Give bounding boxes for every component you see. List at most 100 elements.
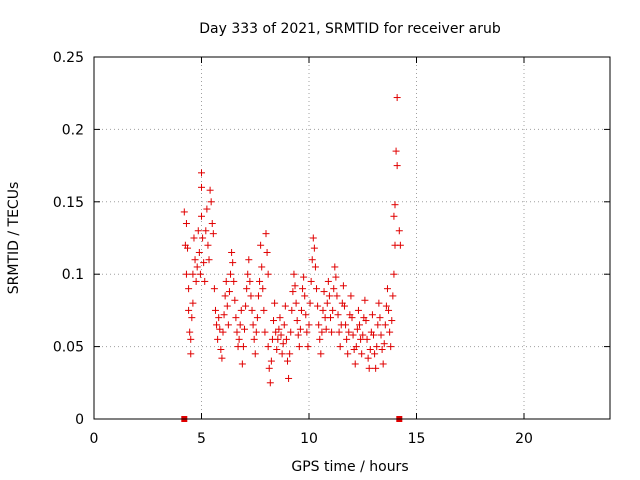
data-point [385,306,393,314]
data-point [334,311,342,319]
data-point [199,234,207,242]
data-point [259,285,267,293]
data-point [237,306,245,314]
data-point [261,328,269,336]
data-point [303,328,311,336]
data-point [193,263,201,271]
data-point [301,292,309,300]
data-point [278,350,286,358]
data-point [319,306,327,314]
data-point [359,331,367,339]
data-point [236,321,244,329]
data-point [352,343,360,351]
data-point [335,328,343,336]
y-axis-title: SRMTID / TECUs [6,182,22,295]
data-point [330,285,338,293]
y-tick-label: 0.2 [62,122,84,138]
data-point [190,234,198,242]
data-point [198,212,205,220]
data-point [241,325,248,333]
data-point [389,292,397,300]
y-tick-labels: 0 0.05 0.1 0.15 0.2 0.25 [53,50,84,428]
data-point [376,314,384,322]
data-point [213,321,221,329]
data-point [296,325,304,333]
data-point [382,302,390,310]
data-point [210,285,218,293]
data-point [322,325,330,333]
data-point [363,335,371,343]
data-point [368,311,376,319]
chart-title: Day 333 of 2021, SRMTID for receiver aru… [199,21,501,37]
data-point [266,379,274,387]
data-point [366,345,374,353]
data-point [340,302,348,310]
y-tick-label: 0.1 [62,267,84,283]
data-point [373,343,381,351]
data-point [249,321,257,329]
data-point [378,345,386,353]
data-point [323,299,331,307]
data-point [182,220,190,228]
data-point [282,335,290,343]
data-point [344,350,352,358]
data-point [211,306,219,314]
data-point [187,335,195,343]
y-tick-label: 0.05 [53,340,84,356]
data-point [227,270,235,278]
data-point [361,296,369,304]
data-point [285,374,293,382]
data-point [393,94,401,102]
data-point [284,357,291,365]
y-tick-label: 0 [75,412,84,428]
data-point [222,277,230,285]
data-point [314,302,322,310]
data-point [265,364,273,372]
data-point [244,270,252,278]
data-point [204,241,212,249]
data-point [300,273,308,281]
data-point [320,288,328,296]
data-point [280,321,288,329]
data-point [267,357,275,365]
data-point [316,335,324,343]
data-point [208,220,216,228]
data-point [194,227,202,235]
data-point [220,311,228,319]
data-point [313,285,321,293]
data-point [390,212,398,220]
data-point [256,277,264,285]
data-point [186,328,194,336]
data-point [203,205,211,213]
data-point [297,306,305,314]
data-point [365,364,373,372]
data-point [375,299,383,307]
data-point [293,317,301,325]
data-point [390,270,398,278]
data-point [372,364,380,372]
data-point [273,345,281,353]
data-point [331,263,339,271]
data-point [180,208,188,216]
data-point [391,201,399,209]
data-point [242,302,250,310]
data-point [195,248,203,256]
data-point [315,321,323,329]
data-point [307,277,315,285]
data-point [357,335,365,343]
data-point [192,277,200,285]
data-point [286,350,294,358]
data-point [289,288,297,296]
data-point [377,331,385,339]
data-point [271,299,279,307]
data-point [299,285,307,293]
data-point [230,277,238,285]
data-point [201,277,209,285]
data-point [380,340,388,348]
data-point [351,360,359,368]
data-point [189,270,197,278]
data-point [329,306,337,314]
data-point [381,321,389,329]
data-point [345,328,353,336]
data-point [205,256,213,264]
